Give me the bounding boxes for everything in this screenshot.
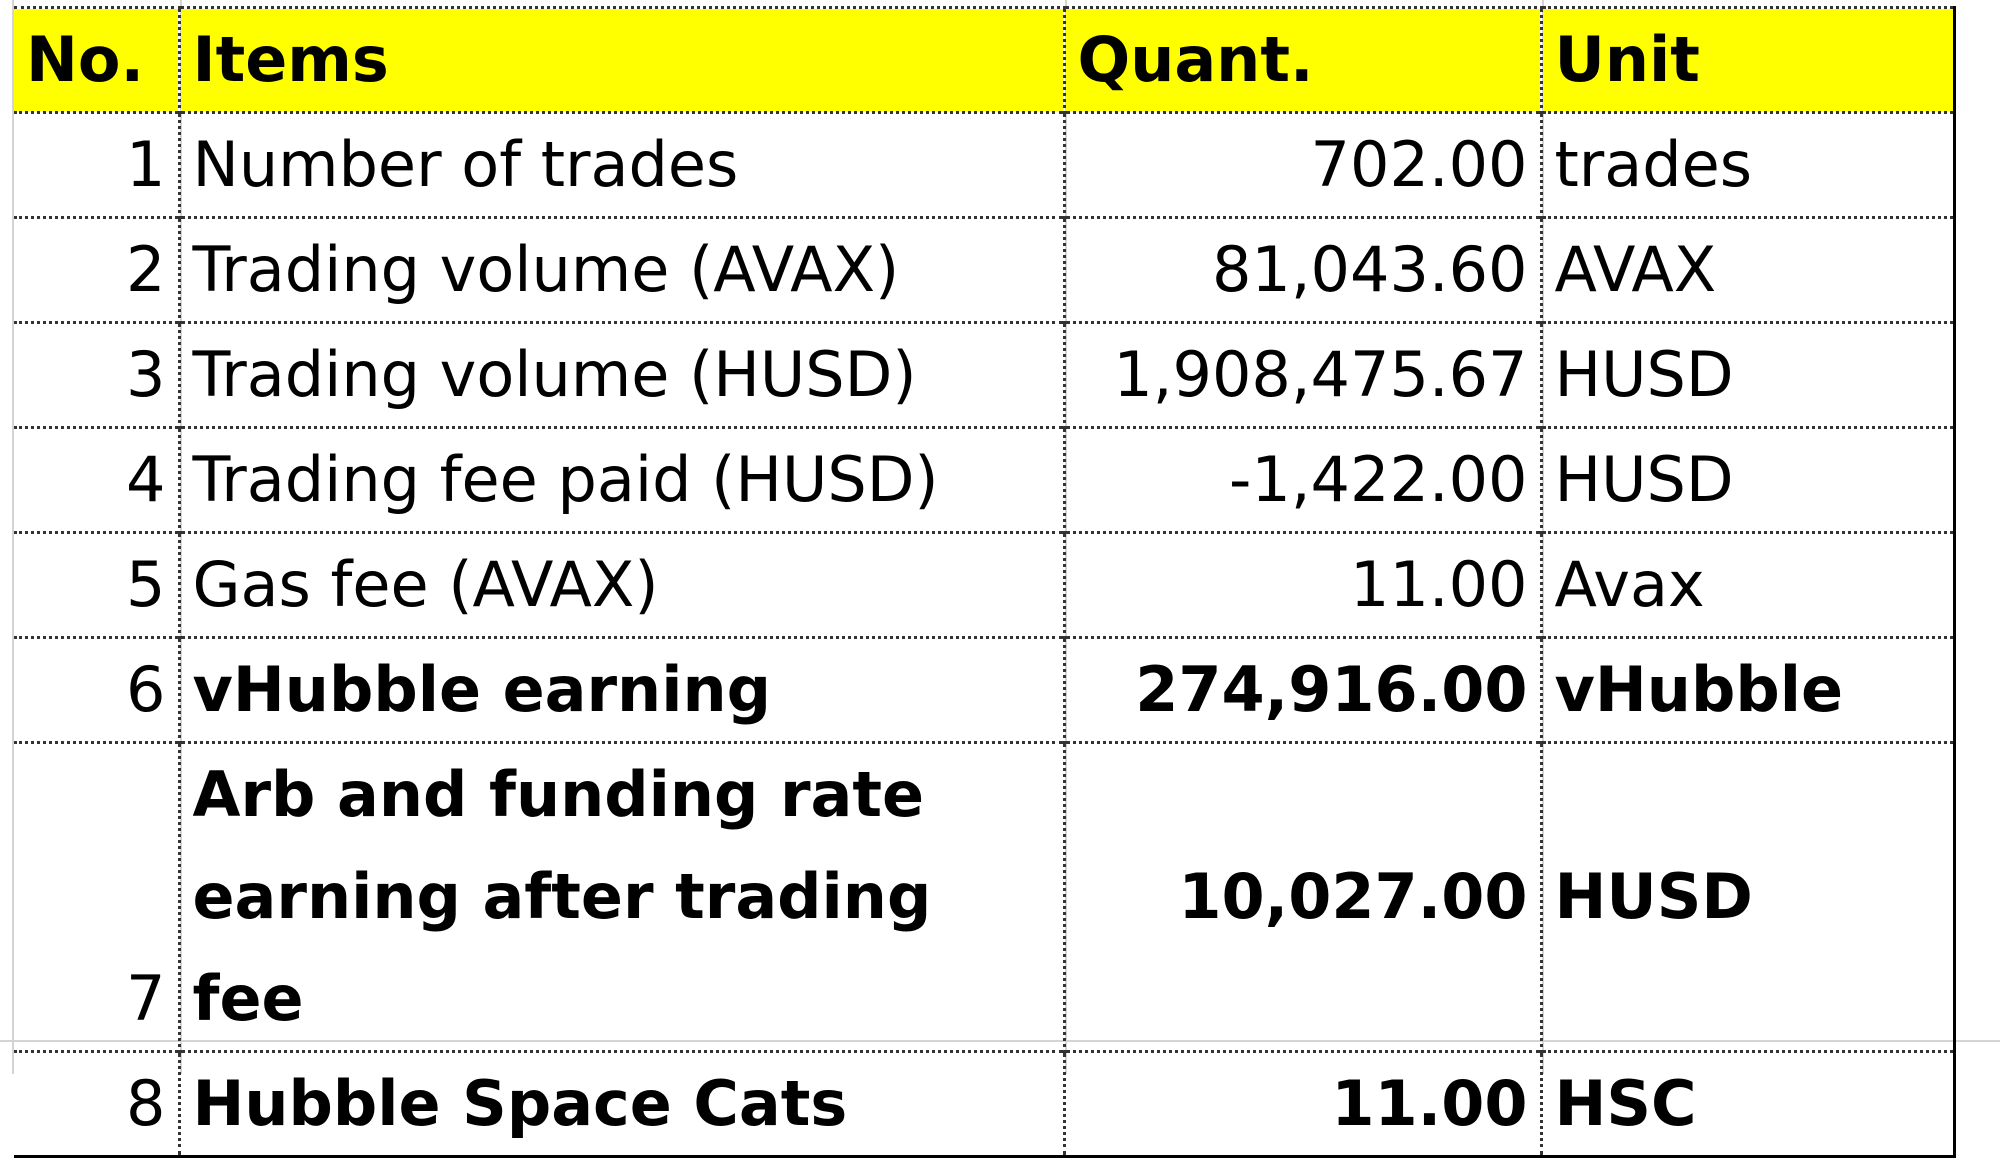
cell-no[interactable]: 3 bbox=[14, 321, 179, 428]
cell-quant[interactable]: 11.00 bbox=[1062, 531, 1541, 638]
cell-quant[interactable]: 10,027.00 bbox=[1062, 741, 1541, 1052]
cell-quant[interactable]: 274,916.00 bbox=[1062, 636, 1541, 743]
cell-no[interactable]: 7 bbox=[14, 741, 179, 1052]
header-unit[interactable]: Unit bbox=[1539, 6, 1956, 113]
cell-item[interactable]: Trading fee paid (HUSD) bbox=[177, 426, 1064, 533]
cell-no[interactable]: 2 bbox=[14, 216, 179, 323]
cell-no[interactable]: 8 bbox=[14, 1050, 179, 1158]
table-row: 5 Gas fee (AVAX) 11.00 Avax bbox=[14, 531, 1956, 638]
header-items[interactable]: Items bbox=[177, 6, 1064, 113]
cell-unit[interactable]: vHubble bbox=[1539, 636, 1956, 743]
cell-item[interactable]: Number of trades bbox=[177, 111, 1064, 218]
table-row: 8 Hubble Space Cats 11.00 HSC bbox=[14, 1050, 1956, 1158]
cell-quant[interactable]: 1,908,475.67 bbox=[1062, 321, 1541, 428]
cell-quant[interactable]: 702.00 bbox=[1062, 111, 1541, 218]
cell-item[interactable]: Trading volume (AVAX) bbox=[177, 216, 1064, 323]
cell-no[interactable]: 4 bbox=[14, 426, 179, 533]
cell-unit[interactable]: AVAX bbox=[1539, 216, 1956, 323]
cell-no[interactable]: 6 bbox=[14, 636, 179, 743]
cell-unit[interactable]: HSC bbox=[1539, 1050, 1956, 1158]
cell-no[interactable]: 5 bbox=[14, 531, 179, 638]
cell-quant[interactable]: -1,422.00 bbox=[1062, 426, 1541, 533]
cell-unit[interactable]: Avax bbox=[1539, 531, 1956, 638]
header-row: No. Items Quant. Unit bbox=[14, 6, 1956, 113]
table-row: 6 vHubble earning 274,916.00 vHubble bbox=[14, 636, 1956, 743]
cell-quant[interactable]: 11.00 bbox=[1062, 1050, 1541, 1158]
cell-item[interactable]: Arb and funding rate earning after tradi… bbox=[177, 741, 1064, 1052]
table-row: 7 Arb and funding rate earning after tra… bbox=[14, 741, 1956, 1052]
cell-item[interactable]: vHubble earning bbox=[177, 636, 1064, 743]
cell-unit[interactable]: HUSD bbox=[1539, 741, 1956, 1052]
spreadsheet-table: No. Items Quant. Unit 1 Number of trades… bbox=[14, 6, 1956, 1158]
cell-no[interactable]: 1 bbox=[14, 111, 179, 218]
cell-unit[interactable]: HUSD bbox=[1539, 426, 1956, 533]
table-row: 2 Trading volume (AVAX) 81,043.60 AVAX bbox=[14, 216, 1956, 323]
cell-unit[interactable]: HUSD bbox=[1539, 321, 1956, 428]
header-quant[interactable]: Quant. bbox=[1062, 6, 1541, 113]
cell-quant[interactable]: 81,043.60 bbox=[1062, 216, 1541, 323]
cell-item[interactable]: Gas fee (AVAX) bbox=[177, 531, 1064, 638]
cell-item[interactable]: Trading volume (HUSD) bbox=[177, 321, 1064, 428]
cell-unit[interactable]: trades bbox=[1539, 111, 1956, 218]
table-row: 3 Trading volume (HUSD) 1,908,475.67 HUS… bbox=[14, 321, 1956, 428]
table-row: 4 Trading fee paid (HUSD) -1,422.00 HUSD bbox=[14, 426, 1956, 533]
header-no[interactable]: No. bbox=[14, 6, 179, 113]
cell-item[interactable]: Hubble Space Cats bbox=[177, 1050, 1064, 1158]
table-row: 1 Number of trades 702.00 trades bbox=[14, 111, 1956, 218]
